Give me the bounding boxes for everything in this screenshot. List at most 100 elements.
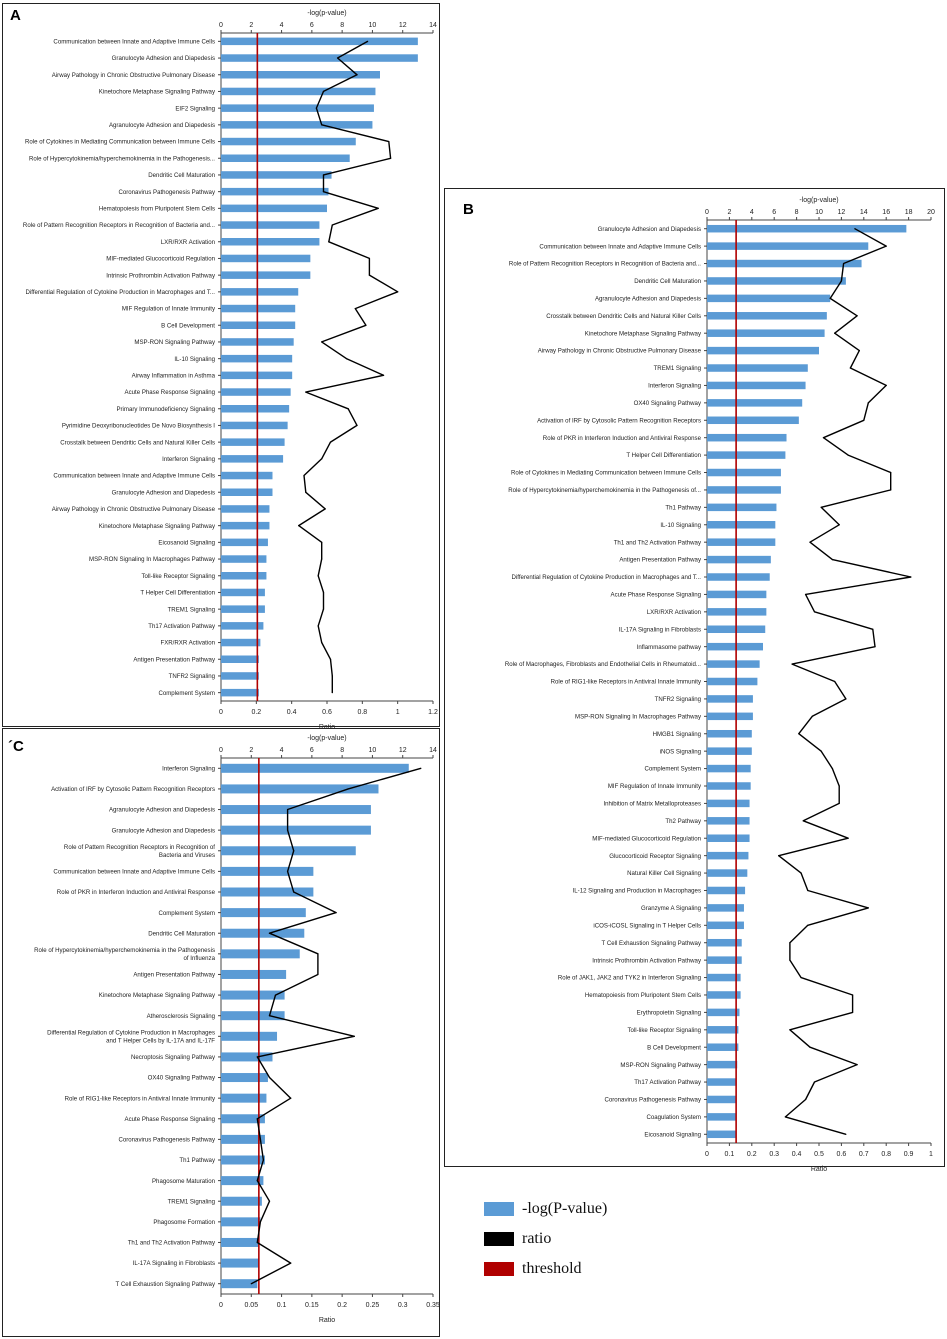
pvalue-bar (707, 538, 776, 546)
category-label: Dendritic Cell Maturation (148, 930, 215, 937)
ratio-point (822, 437, 825, 439)
pvalue-bar (707, 1130, 737, 1139)
ratio-point (321, 124, 323, 126)
category-label: Granulocyte Adhesion and Diapedesis (112, 55, 215, 62)
category-label-line: Antigen Presentation Pathway (619, 557, 702, 564)
pval-tick-label: 18 (905, 209, 913, 216)
category-label: TNFR2 Signaling (169, 673, 215, 680)
ratio-point (838, 785, 840, 787)
pvalue-bar (221, 887, 314, 897)
panel-b: 0 2 4 6 8 10 12 14 16 18 20 -log(p-value) 0 0.1 0.2 0.3… (444, 188, 945, 1173)
pvalue-bar (221, 638, 261, 647)
ratio-point (367, 40, 369, 42)
category-label-line: Role of PKR in Interferon Induction and … (543, 435, 702, 442)
category-label: Dendritic Cell Maturation (148, 172, 215, 179)
ratio-point (800, 976, 802, 979)
category-label: Pyrimidine Deoxyribonucleotides De Novo … (62, 423, 215, 430)
category-label: Crosstalk between Dendritic Cells and Na… (546, 313, 701, 320)
ratio-tick-label: 0.35 (426, 1302, 440, 1309)
pvalue-bar (221, 71, 380, 79)
pvalue-bar (221, 238, 320, 246)
ratio-tick-label: 0.8 (881, 1151, 891, 1158)
ratio-line (298, 40, 399, 693)
category-label-line: and T Helper Cells by IL-17A and IL-17F (106, 1037, 215, 1044)
ratio-point (321, 558, 323, 560)
category-label-line: MSP-RON Signaling In Macrophages Pathway (89, 556, 216, 563)
pval-tick-label: 10 (369, 747, 377, 754)
ratio-point (789, 1029, 791, 1031)
ratio-point (854, 228, 856, 230)
ratio-point (863, 419, 865, 421)
ratio-tick-label: 0.6 (837, 1151, 847, 1158)
category-label-line: Airway Pathology in Chronic Obstructive … (538, 348, 702, 355)
category-label: Granulocyte Adhesion and Diapedesis (112, 827, 215, 834)
category-label-line: Kinetochore Metaphase Signaling Pathway (585, 330, 702, 337)
category-label-line: IL-12 Signaling and Production in Macrop… (573, 888, 701, 895)
category-label: Intrinsic Prothrombin Activation Pathway (592, 957, 702, 964)
category-label: Granulocyte Adhesion and Diapedesis (598, 226, 701, 233)
category-label-line: TREM1 Signaling (654, 365, 701, 372)
ratio-point (268, 1076, 271, 1079)
category-label: Role of Hypercytokinemia/hyperchemokinem… (508, 487, 701, 494)
pvalue-bar (221, 655, 259, 663)
category-label-line: Phagosome Formation (153, 1219, 215, 1226)
ratio-point (791, 663, 793, 665)
panel-c-label: ´C (8, 738, 24, 755)
category-label: Primary Immunodeficiency Signaling (116, 406, 215, 413)
category-label-line: MIF Regulation of Innate Immunity (122, 306, 216, 313)
ratio-point (347, 788, 349, 790)
ratio-point (322, 90, 325, 93)
pvalue-bar (221, 1073, 268, 1083)
ratio-point (885, 384, 887, 387)
ratio-point (858, 350, 860, 352)
category-label-line: Th1 Pathway (665, 504, 702, 511)
category-label: Complement System (644, 766, 701, 773)
category-label-line: Communication between Innate and Adaptiv… (53, 473, 215, 480)
category-label-line: Role of Hypercytokinemia/hyperchemokinem… (508, 487, 701, 494)
category-label-line: Granulocyte Adhesion and Diapedesis (598, 226, 701, 233)
pvalue-bar (221, 1217, 261, 1227)
pvalue-bar (707, 399, 803, 407)
ratio-point (321, 458, 323, 460)
category-label: Airway Pathology in Chronic Obstructive … (52, 72, 216, 79)
category-label-line: Bacteria and Viruses (159, 852, 215, 859)
ratio-point (329, 441, 332, 443)
category-label: Agranulocyte Adhesion and Diapedesis (109, 122, 215, 129)
category-label-line: Antigen Presentation Pathway (133, 656, 216, 663)
category-label: Airway Pathology in Chronic Obstructive … (538, 348, 702, 355)
pvalue-bar (707, 277, 846, 285)
category-label-line: Pyrimidine Deoxyribonucleotides De Novo … (62, 423, 215, 430)
category-label: LXR/RXR Activation (647, 609, 701, 616)
pvalue-bar (707, 242, 869, 250)
legend-label-threshold: threshold (522, 1260, 582, 1277)
category-label-line: Differential Regulation of Cytokine Prod… (512, 574, 702, 581)
category-label: Role of Pattern Recognition Receptors in… (64, 844, 215, 859)
pvalue-bar (707, 364, 808, 372)
category-label: Antigen Presentation Pathway (133, 972, 216, 979)
category-label-line: iCOS-iCOSL Signaling in T Helper Cells (593, 922, 701, 929)
category-label: Role of Cytokines in Mediating Communica… (25, 139, 215, 146)
category-label: MSP-RON Signaling In Macrophages Pathway (575, 713, 702, 720)
pval-tick-label: 4 (280, 747, 284, 754)
pvalue-bar (707, 329, 825, 337)
pvalue-bar (707, 851, 749, 860)
category-label-line: Role of Pattern Recognition Receptors in… (23, 222, 215, 229)
category-label-line: Role of Cytokines in Mediating Communica… (511, 470, 701, 477)
category-label-line: Interferon Signaling (162, 765, 215, 772)
ratio-point (268, 1200, 271, 1202)
category-label-line: Activation of IRF by Cytosolic Pattern R… (51, 786, 215, 793)
category-label-line: B Cell Development (647, 1044, 701, 1051)
pvalue-bar (707, 555, 771, 564)
pvalue-bar (707, 486, 781, 494)
pvalue-bar (707, 1008, 740, 1017)
pvalue-bar (707, 503, 777, 512)
category-label-line: of Influenza (183, 955, 215, 962)
ratio-point (778, 855, 780, 857)
pval-tick-label: 12 (399, 22, 407, 29)
ratio-point (315, 107, 317, 109)
category-label-line: MSP-RON Signaling In Macrophages Pathway (575, 713, 702, 720)
ratio-tick-label: 0 (219, 709, 223, 716)
ratio-point (335, 912, 337, 914)
pvalue-bar (707, 747, 752, 755)
pvalue-bar (707, 1060, 738, 1069)
